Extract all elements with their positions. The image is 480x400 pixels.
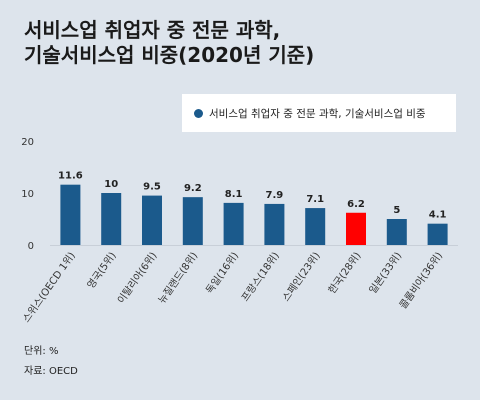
x-tick-label: 영국(5위) (84, 249, 119, 291)
bar (223, 202, 244, 245)
data-label: 9.5 (143, 182, 161, 193)
bar (60, 184, 81, 245)
legend-label: 서비스업 취업자 중 전문 과학, 기술서비스업 비중 (209, 107, 426, 120)
bar (386, 219, 407, 245)
x-tick-label: 일본(33위) (366, 249, 404, 296)
data-label: 8.1 (225, 189, 243, 200)
x-tick-label: 스위스(OECD 1위) (20, 249, 78, 325)
data-label: 7.1 (306, 194, 324, 205)
y-tick-label: 0 (28, 241, 34, 252)
x-tick-label: 프랑스(18위) (238, 249, 282, 303)
data-label: 4.1 (429, 210, 447, 221)
x-tick-label: 독일(16위) (203, 249, 241, 296)
x-tick-label: 뉴질랜드(8위) (155, 249, 200, 306)
bar (182, 197, 203, 245)
title-line-1: 서비스업 취업자 중 전문 과학, (24, 18, 281, 42)
title-line-2: 기술서비스업 비중(2020년 기준) (24, 43, 315, 67)
chart-title: 서비스업 취업자 중 전문 과학, 기술서비스업 비중(2020년 기준) (24, 18, 464, 68)
bar (427, 223, 448, 245)
bar (346, 212, 366, 245)
x-tick-label: 한국(28위) (325, 249, 363, 296)
data-label: 7.9 (266, 190, 284, 201)
data-label: 5 (393, 205, 400, 216)
bar (305, 208, 326, 245)
data-label: 11.6 (58, 171, 83, 182)
y-tick-label: 10 (21, 189, 34, 200)
source-note: 자료: OECD (24, 366, 78, 377)
bar (101, 193, 122, 245)
x-tick-label: 스페인(23위) (279, 249, 323, 303)
x-tick-label: 이탈리아(6위) (114, 249, 159, 306)
data-label: 9.2 (184, 183, 202, 194)
legend-marker (194, 108, 203, 118)
y-tick-label: 20 (21, 137, 34, 148)
bar (142, 195, 162, 245)
unit-note: 단위: % (24, 346, 59, 357)
bar (264, 203, 285, 245)
legend: 서비스업 취업자 중 전문 과학, 기술서비스업 비중 (182, 94, 456, 132)
data-label: 6.2 (347, 199, 365, 210)
data-label: 10 (104, 179, 118, 190)
x-tick-label: 콜롬비아(36위) (396, 249, 445, 311)
